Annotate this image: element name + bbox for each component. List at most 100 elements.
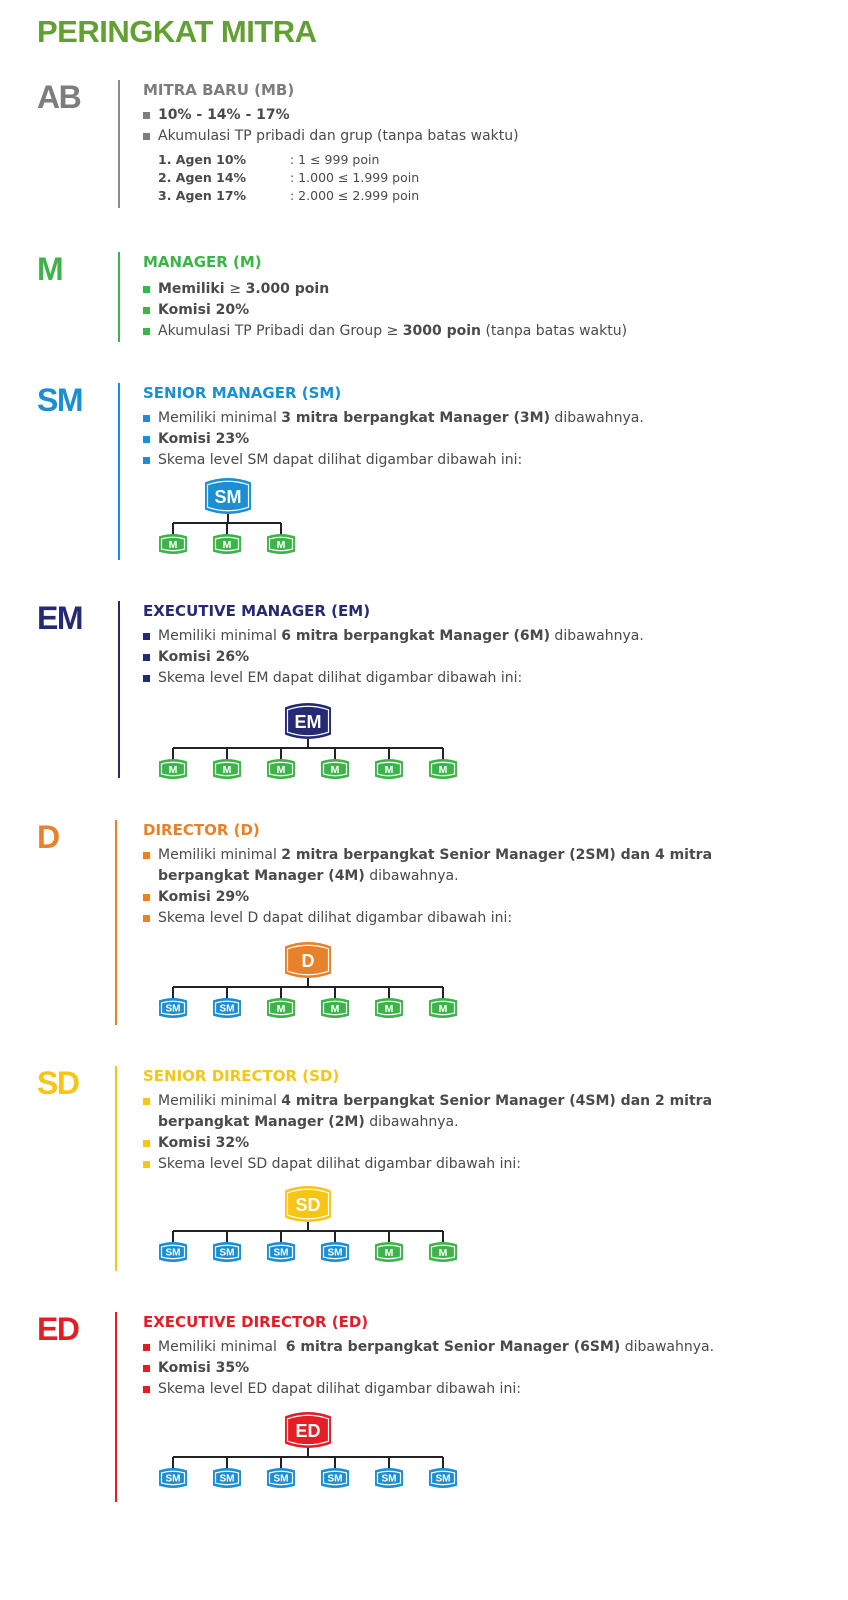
rank-badge-m: M	[375, 998, 403, 1018]
rank-badge-m-shape	[429, 998, 457, 1018]
rank-badge-top-inner-border	[206, 480, 250, 512]
section-title: MANAGER (M)	[143, 253, 262, 271]
rank-badge-m-shape	[267, 998, 295, 1018]
rank-badge-m-label: M	[439, 764, 448, 776]
bullet-square-icon	[143, 675, 150, 682]
agent-name: 3. Agen 17%	[158, 188, 247, 203]
rank-badge-m-shape	[321, 759, 349, 779]
rank-badge-sm-inner-border	[322, 1470, 348, 1486]
rank-badge-sm: SM	[267, 1242, 295, 1262]
section-divider	[115, 1066, 117, 1271]
rank-badge-m-inner-border	[214, 536, 240, 552]
rank-badge-m: M	[159, 759, 187, 779]
rank-badge-top: SM	[205, 478, 251, 514]
rank-badge-sm: SM	[213, 998, 241, 1018]
rank-badge-m: M	[267, 759, 295, 779]
rank-badge-m-label: M	[439, 1247, 448, 1259]
list-item: Komisi 20%	[143, 300, 627, 321]
rank-badge-sm-inner-border	[160, 1244, 186, 1260]
bullet-square-icon	[143, 328, 150, 335]
rank-badge-top-inner-border	[286, 1414, 330, 1446]
rank-badge-sm-inner-border	[268, 1470, 294, 1486]
rank-badge-sm: SM	[321, 1468, 349, 1488]
agent-name: 1. Agen 10%	[158, 152, 247, 167]
rank-badge-m-shape	[213, 534, 241, 554]
rank-badge-m-inner-border	[268, 761, 294, 777]
list-item: Memiliki minimal 6 mitra berpangkat Mana…	[143, 626, 644, 647]
list-item: Skema level SD dapat dilihat digambar di…	[143, 1154, 803, 1175]
bullet-square-icon	[143, 436, 150, 443]
section-divider	[115, 1312, 117, 1502]
rank-badge-top-label: SD	[295, 1195, 320, 1215]
rank-badge-sm-shape	[213, 998, 241, 1018]
rank-badge-m: M	[429, 998, 457, 1018]
rank-badge-m-inner-border	[430, 1244, 456, 1260]
rank-badge-m: M	[321, 759, 349, 779]
rank-badge-m-label: M	[331, 1003, 340, 1015]
section-director: D DIRECTOR (D) Memiliki minimal 2 mitra …	[0, 820, 848, 1026]
list-item: Akumulasi TP Pribadi dan Group ≥ 3000 po…	[143, 321, 627, 342]
rank-badge-m-inner-border	[430, 1000, 456, 1016]
rank-badge-m-inner-border	[160, 536, 186, 552]
rank-badge-sm-label: SM	[436, 1474, 451, 1485]
rank-badge-sm-label: SM	[328, 1474, 343, 1485]
rank-badge-m-shape	[375, 759, 403, 779]
rank-badge-m-shape	[429, 759, 457, 779]
bullet-list: Memiliki minimal 3 mitra berpangkat Mana…	[143, 408, 644, 471]
list-item: Komisi 35%	[143, 1358, 714, 1379]
section-executive-director: ED EXECUTIVE DIRECTOR (ED) Memiliki mini…	[0, 1312, 848, 1502]
rank-badge-m-label: M	[331, 764, 340, 776]
list-item: Komisi 26%	[143, 647, 644, 668]
rank-abbr-sm: SM	[37, 382, 84, 418]
bullet-square-icon	[143, 852, 150, 859]
rank-badge-sm: SM	[321, 1242, 349, 1262]
bullet-square-icon	[143, 894, 150, 901]
rank-badge-m: M	[159, 534, 187, 554]
rank-badge-sm-inner-border	[214, 1000, 240, 1016]
rank-abbr-ed: ED	[37, 1311, 80, 1347]
rank-badge-sm-inner-border	[214, 1470, 240, 1486]
bullet-square-icon	[143, 133, 150, 140]
list-item: Komisi 23%	[143, 429, 644, 450]
rank-badge-sm-label: SM	[274, 1474, 289, 1485]
rank-badge-sm: SM	[213, 1242, 241, 1262]
bullet-square-icon	[143, 112, 150, 119]
rank-badge-top-shape	[285, 942, 331, 978]
rank-badge-sm-shape	[321, 1468, 349, 1488]
rank-badge-m-label: M	[223, 539, 232, 551]
rank-badge-sm-label: SM	[166, 1474, 181, 1485]
rank-badge-m-label: M	[169, 539, 178, 551]
bullet-square-icon	[143, 286, 150, 293]
rank-badge-m-shape	[267, 759, 295, 779]
list-item: Komisi 32%	[143, 1133, 803, 1154]
rank-badge-sm-shape	[321, 1242, 349, 1262]
list-item: Memiliki minimal 4 mitra berpangkat Seni…	[143, 1091, 803, 1133]
bullet-square-icon	[143, 1098, 150, 1105]
rank-badge-sm-shape	[267, 1468, 295, 1488]
agent-points: : 1 ≤ 999 poin	[290, 152, 380, 167]
rank-badge-top-inner-border	[286, 944, 330, 976]
rank-badge-sm: SM	[159, 998, 187, 1018]
section-senior-manager: SM SENIOR MANAGER (SM) Memiliki minimal …	[0, 383, 848, 561]
rank-badge-m: M	[375, 759, 403, 779]
rank-badge-sm-shape	[213, 1242, 241, 1262]
rank-badge-m: M	[429, 1242, 457, 1262]
rank-badge-sm-inner-border	[268, 1244, 294, 1260]
agent-points: : 1.000 ≤ 1.999 poin	[290, 170, 420, 185]
rank-badge-top-inner-border	[286, 1188, 330, 1220]
list-item: Skema level EM dapat dilihat digambar di…	[143, 668, 644, 689]
rank-badge-m-label: M	[223, 764, 232, 776]
bullet-square-icon	[143, 1386, 150, 1393]
list-item: Komisi 29%	[143, 887, 803, 908]
list-item: Skema level SM dapat dilihat digambar di…	[143, 450, 644, 471]
rank-badge-m-label: M	[385, 764, 394, 776]
rank-hierarchy-diagram: EM M M M M M M	[159, 703, 457, 779]
bullet-square-icon	[143, 415, 150, 422]
rank-badge-m: M	[429, 759, 457, 779]
bullet-list: Memiliki minimal 4 mitra berpangkat Seni…	[143, 1091, 803, 1175]
rank-abbr-d: D	[37, 819, 60, 855]
rank-badge-sm-label: SM	[382, 1474, 397, 1485]
rank-badge-m-label: M	[169, 764, 178, 776]
rank-badge-sm-label: SM	[328, 1248, 343, 1259]
section-senior-director: SD SENIOR DIRECTOR (SD) Memiliki minimal…	[0, 1066, 848, 1272]
